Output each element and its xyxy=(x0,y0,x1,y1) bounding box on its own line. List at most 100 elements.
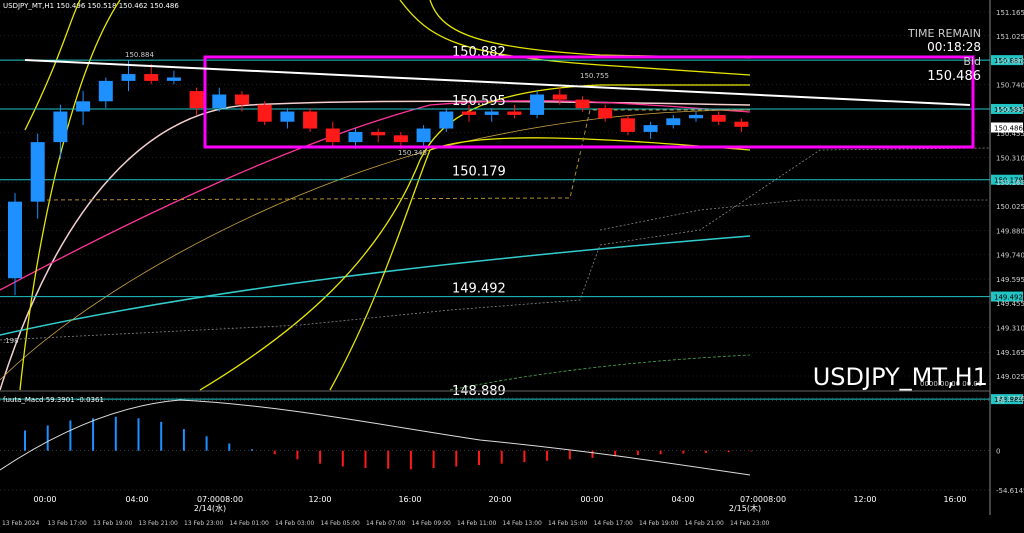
price-grid xyxy=(0,11,990,377)
time-label: 00:00 xyxy=(580,495,603,504)
price-tick: 149.880 xyxy=(996,228,1024,236)
candle-body xyxy=(8,201,22,279)
price-tick: 150.165 xyxy=(996,179,1024,187)
candle-body xyxy=(371,131,386,136)
price-tick: 149.595 xyxy=(996,276,1024,284)
candle-body xyxy=(53,111,68,143)
candle-body xyxy=(76,101,91,112)
level-150179-tag-bg xyxy=(991,174,1023,185)
time-label: 04:00 xyxy=(671,495,694,504)
candle-body xyxy=(439,111,454,129)
highlight-box[interactable] xyxy=(203,55,975,149)
time-label: 12:00 xyxy=(853,495,876,504)
bid-label: Bid xyxy=(963,55,981,68)
time-label: 07:0008:00 xyxy=(740,495,786,504)
bottom-time-label: 14 Feb 21:00 xyxy=(685,520,725,527)
trend-line[interactable] xyxy=(24,59,971,106)
candle-body xyxy=(734,121,749,127)
date-label: 2/14(水) xyxy=(194,503,226,513)
bottom-time-label: 13 Feb 23:00 xyxy=(184,520,224,527)
time-axis: 00:00 04:00 07:0008:00 12:00 16:00 20:00 00:00… xyxy=(2,495,967,527)
level-149492-tag-bg xyxy=(991,291,1023,302)
price-tick: 149.310 xyxy=(996,325,1024,333)
bottom-time-label: 14 Feb 05:00 xyxy=(321,520,361,527)
candle-body xyxy=(598,108,613,119)
time-label: 20:00 xyxy=(488,495,511,504)
time-label: 04:00 xyxy=(125,495,148,504)
price-tick: 150.310 xyxy=(996,154,1024,162)
candle-body xyxy=(643,125,658,132)
time-label: 00:00 xyxy=(33,495,56,504)
price-tick: 149.025 xyxy=(996,373,1024,381)
ichimoku-annotation: 0000.00.00 00.00 xyxy=(920,380,982,388)
ma-cyan xyxy=(0,235,751,336)
bottom-time-label: 14 Feb 07:00 xyxy=(366,520,406,527)
chart-title: USDJPY_MT,H1 150.496 150.518 150.462 150… xyxy=(3,2,179,10)
candle-body xyxy=(552,94,567,100)
ma-light xyxy=(0,100,751,391)
time-label: 16:00 xyxy=(943,495,966,504)
mid-annotation: 150.755 xyxy=(580,72,609,80)
band-lower xyxy=(199,84,750,391)
chikou-green xyxy=(449,354,751,391)
candle-body xyxy=(303,111,318,129)
candle-body xyxy=(666,118,681,126)
level-148889-tag: 148.889 xyxy=(994,396,1023,404)
horizontal-levels[interactable]: 150.882150.882150.595150.595150.179150.1… xyxy=(0,45,1023,405)
candle-body xyxy=(189,91,204,109)
bottom-time-label: 14 Feb 17:00 xyxy=(594,520,634,527)
candle-body xyxy=(325,128,340,143)
candle-body xyxy=(507,111,522,115)
time-label: 16:00 xyxy=(398,495,421,504)
candle-body xyxy=(416,128,431,143)
macd-tick: 73.1726 xyxy=(996,395,1024,403)
date-label: 2/15(木) xyxy=(729,503,761,513)
band-upper-left xyxy=(19,0,121,391)
price-axis[interactable]: 151.165 151.025 150.880 150.740 150.595 150.4… xyxy=(989,0,1024,515)
candle-body xyxy=(393,135,408,143)
candle-body xyxy=(620,118,635,132)
current-price-tag-bg xyxy=(991,122,1023,133)
price-tick: 150.880 xyxy=(996,57,1024,65)
time-label: 12:00 xyxy=(308,495,331,504)
candle-body xyxy=(530,94,545,115)
price-tick: 150.595 xyxy=(996,106,1024,114)
level-149492-label: 149.492 xyxy=(452,282,506,297)
candle-body xyxy=(280,111,295,122)
price-tick: 149.740 xyxy=(996,251,1024,259)
band-upper2 xyxy=(429,0,751,59)
candle-body xyxy=(575,99,590,109)
band-upper-left2 xyxy=(24,0,81,131)
bottom-time-label: 13 Feb 19:00 xyxy=(93,520,133,527)
level-150595-label: 150.595 xyxy=(452,94,506,109)
bottom-time-label: 14 Feb 19:00 xyxy=(639,520,679,527)
current-price-tag: 150.486 xyxy=(994,124,1023,132)
level-150882-tag-bg xyxy=(991,55,1023,66)
time-remain-value: 00:18:28 xyxy=(927,40,981,54)
band-upper xyxy=(399,0,751,76)
candle-body xyxy=(98,80,113,102)
bottom-time-label: 14 Feb 15:00 xyxy=(548,520,588,527)
price-tick: 150.025 xyxy=(996,203,1024,211)
macd-tick: -54.6145 xyxy=(996,487,1024,495)
level-149492-tag: 149.492 xyxy=(994,294,1023,302)
price-tick: 149.165 xyxy=(996,349,1024,357)
bottom-time-label: 13 Feb 21:00 xyxy=(139,520,179,527)
ma-pink xyxy=(0,100,751,291)
level-150882-tag: 150.882 xyxy=(994,57,1023,65)
level-150179-label: 150.179 xyxy=(452,165,506,180)
cloud-upper xyxy=(0,147,991,341)
bottom-time-label: 14 Feb 13:00 xyxy=(503,520,543,527)
candle-body xyxy=(235,94,249,105)
candle-body xyxy=(711,114,726,122)
price-tick: 150.455 xyxy=(996,130,1024,138)
level-148889-label: 148.889 xyxy=(452,384,506,399)
low-annotation: 150.345 xyxy=(398,149,427,157)
dashed-gold xyxy=(39,109,750,201)
symbol-watermark: USDJPY_MT,H1 xyxy=(813,363,988,391)
candle-body xyxy=(166,77,181,81)
candle-body xyxy=(121,74,136,81)
candle-body xyxy=(348,131,363,143)
